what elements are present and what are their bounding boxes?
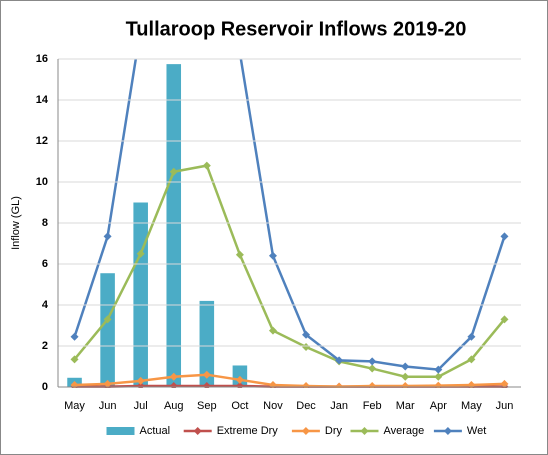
marker (302, 381, 311, 388)
legend-label: Actual (140, 425, 171, 437)
marker (70, 332, 79, 341)
legend-marker (193, 427, 202, 435)
legend-marker (360, 427, 369, 435)
marker (70, 355, 79, 364)
x-tick-label: Dec (296, 400, 316, 412)
marker (434, 372, 443, 381)
legend-swatch (106, 427, 135, 435)
y-axis-label: Inflow (GL) (10, 196, 22, 250)
marker (235, 381, 244, 388)
chart-title: Tullaroop Reservoir Inflows 2019-20 (126, 18, 467, 40)
x-tick-label: Mar (396, 400, 415, 412)
marker (368, 364, 377, 373)
y-tick-label: 16 (36, 53, 48, 65)
bar (133, 202, 148, 387)
marker (335, 356, 344, 365)
x-tick-label: May (461, 400, 482, 412)
x-tick-label: Oct (231, 400, 248, 412)
line (73, 59, 506, 371)
marker (302, 343, 311, 352)
marker (467, 332, 476, 341)
x-tick-label: Feb (363, 400, 382, 412)
y-tick-label: 2 (42, 340, 48, 352)
marker (169, 167, 178, 176)
y-tick-label: 4 (42, 299, 49, 311)
marker (103, 315, 112, 324)
bar (166, 64, 182, 387)
marker (401, 372, 410, 381)
x-tick-label: Jan (330, 400, 348, 412)
x-tick-label: Apr (430, 400, 447, 412)
legend-label: Average (384, 425, 425, 437)
marker (434, 365, 443, 374)
y-tick-label: 8 (42, 217, 48, 229)
marker (467, 355, 476, 364)
marker (434, 381, 443, 388)
bar (100, 273, 115, 387)
x-tick-label: May (64, 400, 85, 412)
marker (136, 376, 145, 385)
marker (268, 326, 277, 335)
marker (169, 381, 178, 388)
marker (202, 381, 211, 388)
x-tick-label: Sep (197, 400, 217, 412)
legend-label: Wet (467, 425, 486, 437)
legend-label: Dry (325, 425, 343, 437)
y-tick-label: 0 (42, 381, 48, 393)
marker (467, 380, 476, 388)
marker (401, 362, 410, 371)
marker (235, 250, 244, 259)
line (73, 164, 506, 378)
legend-label: Extreme Dry (217, 425, 279, 437)
marker (136, 249, 145, 258)
y-tick-label: 14 (36, 94, 49, 106)
marker (268, 251, 277, 260)
marker (268, 380, 277, 388)
marker (202, 370, 211, 379)
marker (235, 375, 244, 384)
x-tick-label: Jun (99, 400, 117, 412)
legend-marker (443, 427, 452, 435)
x-tick-label: Aug (164, 400, 184, 412)
marker (136, 381, 145, 388)
marker (70, 380, 79, 388)
marker (103, 232, 112, 241)
line (74, 373, 505, 388)
marker (368, 357, 377, 366)
x-tick-label: Nov (263, 400, 283, 412)
y-tick-label: 12 (36, 135, 48, 147)
marker (302, 330, 311, 339)
legend-marker (301, 427, 310, 435)
y-tick-label: 6 (42, 258, 48, 270)
bar (199, 300, 215, 387)
y-tick-label: 10 (36, 176, 48, 188)
marker (169, 372, 178, 381)
marker (401, 381, 410, 388)
x-tick-label: Jul (134, 400, 148, 412)
marker (500, 315, 509, 324)
marker (202, 161, 211, 170)
x-tick-label: Jun (496, 400, 514, 412)
marker (368, 381, 377, 388)
marker (500, 379, 509, 388)
marker (103, 379, 112, 388)
marker (500, 232, 509, 241)
